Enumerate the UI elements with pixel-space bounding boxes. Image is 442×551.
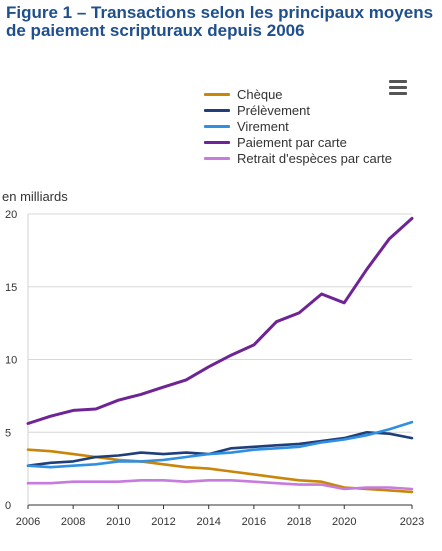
hamburger-menu-icon[interactable] bbox=[389, 80, 407, 96]
legend-swatch-paiement-carte bbox=[204, 140, 230, 144]
legend-swatch-virement bbox=[204, 124, 230, 128]
y-tick-label-5: 5 bbox=[5, 427, 11, 439]
x-tick-label-2006: 2006 bbox=[16, 516, 40, 528]
x-tick-label-2014: 2014 bbox=[196, 516, 220, 528]
series-line-virement bbox=[26, 420, 414, 469]
legend-item-cheque[interactable]: Chèque bbox=[204, 86, 392, 102]
y-tick-label-20: 20 bbox=[5, 209, 17, 221]
legend-item-prelevement[interactable]: Prélèvement bbox=[204, 102, 392, 118]
legend-label-prelevement: Prélèvement bbox=[237, 102, 310, 118]
legend-swatch-retrait-especes bbox=[204, 156, 230, 160]
x-tick-label-2023: 2023 bbox=[400, 516, 424, 528]
legend-label-retrait-especes: Retrait d'espèces par carte bbox=[237, 150, 392, 166]
chart-legend: Chèque Prélèvement Virement Paiement par… bbox=[204, 86, 392, 166]
legend-label-virement: Virement bbox=[237, 118, 289, 134]
x-tick-label-2018: 2018 bbox=[287, 516, 311, 528]
legend-swatch-prelevement bbox=[204, 108, 230, 112]
legend-item-paiement-carte[interactable]: Paiement par carte bbox=[204, 134, 392, 150]
series-line-prelevement bbox=[26, 430, 414, 468]
x-tick-label-2012: 2012 bbox=[151, 516, 175, 528]
y-axis-ticks: 0 5 10 15 20 bbox=[5, 209, 17, 512]
series-line-paiement-carte bbox=[26, 216, 414, 425]
legend-label-paiement-carte: Paiement par carte bbox=[237, 134, 347, 150]
y-axis-unit-label: en milliards bbox=[2, 189, 68, 204]
series-line-retrait-especes bbox=[26, 478, 414, 491]
legend-item-virement[interactable]: Virement bbox=[204, 118, 392, 134]
x-tick-label-2016: 2016 bbox=[242, 516, 266, 528]
y-tick-label-0: 0 bbox=[5, 500, 11, 512]
series-line-cheque bbox=[26, 448, 414, 494]
x-tick-label-2020: 2020 bbox=[332, 516, 356, 528]
x-tick-label-2010: 2010 bbox=[106, 516, 130, 528]
y-tick-label-10: 10 bbox=[5, 355, 17, 367]
chart-title: Figure 1 – Transactions selon les princi… bbox=[6, 3, 434, 40]
gridlines bbox=[27, 213, 412, 506]
y-tick-label-15: 15 bbox=[5, 282, 17, 294]
x-axis-ticks: 2006 2008 2010 2012 2014 2016 2018 2020 2023 bbox=[16, 505, 424, 528]
series-lines bbox=[26, 216, 414, 494]
legend-item-retrait-especes[interactable]: Retrait d'espèces par carte bbox=[204, 150, 392, 166]
x-tick-label-2008: 2008 bbox=[61, 516, 85, 528]
legend-swatch-cheque bbox=[204, 92, 230, 96]
legend-label-cheque: Chèque bbox=[237, 86, 283, 102]
